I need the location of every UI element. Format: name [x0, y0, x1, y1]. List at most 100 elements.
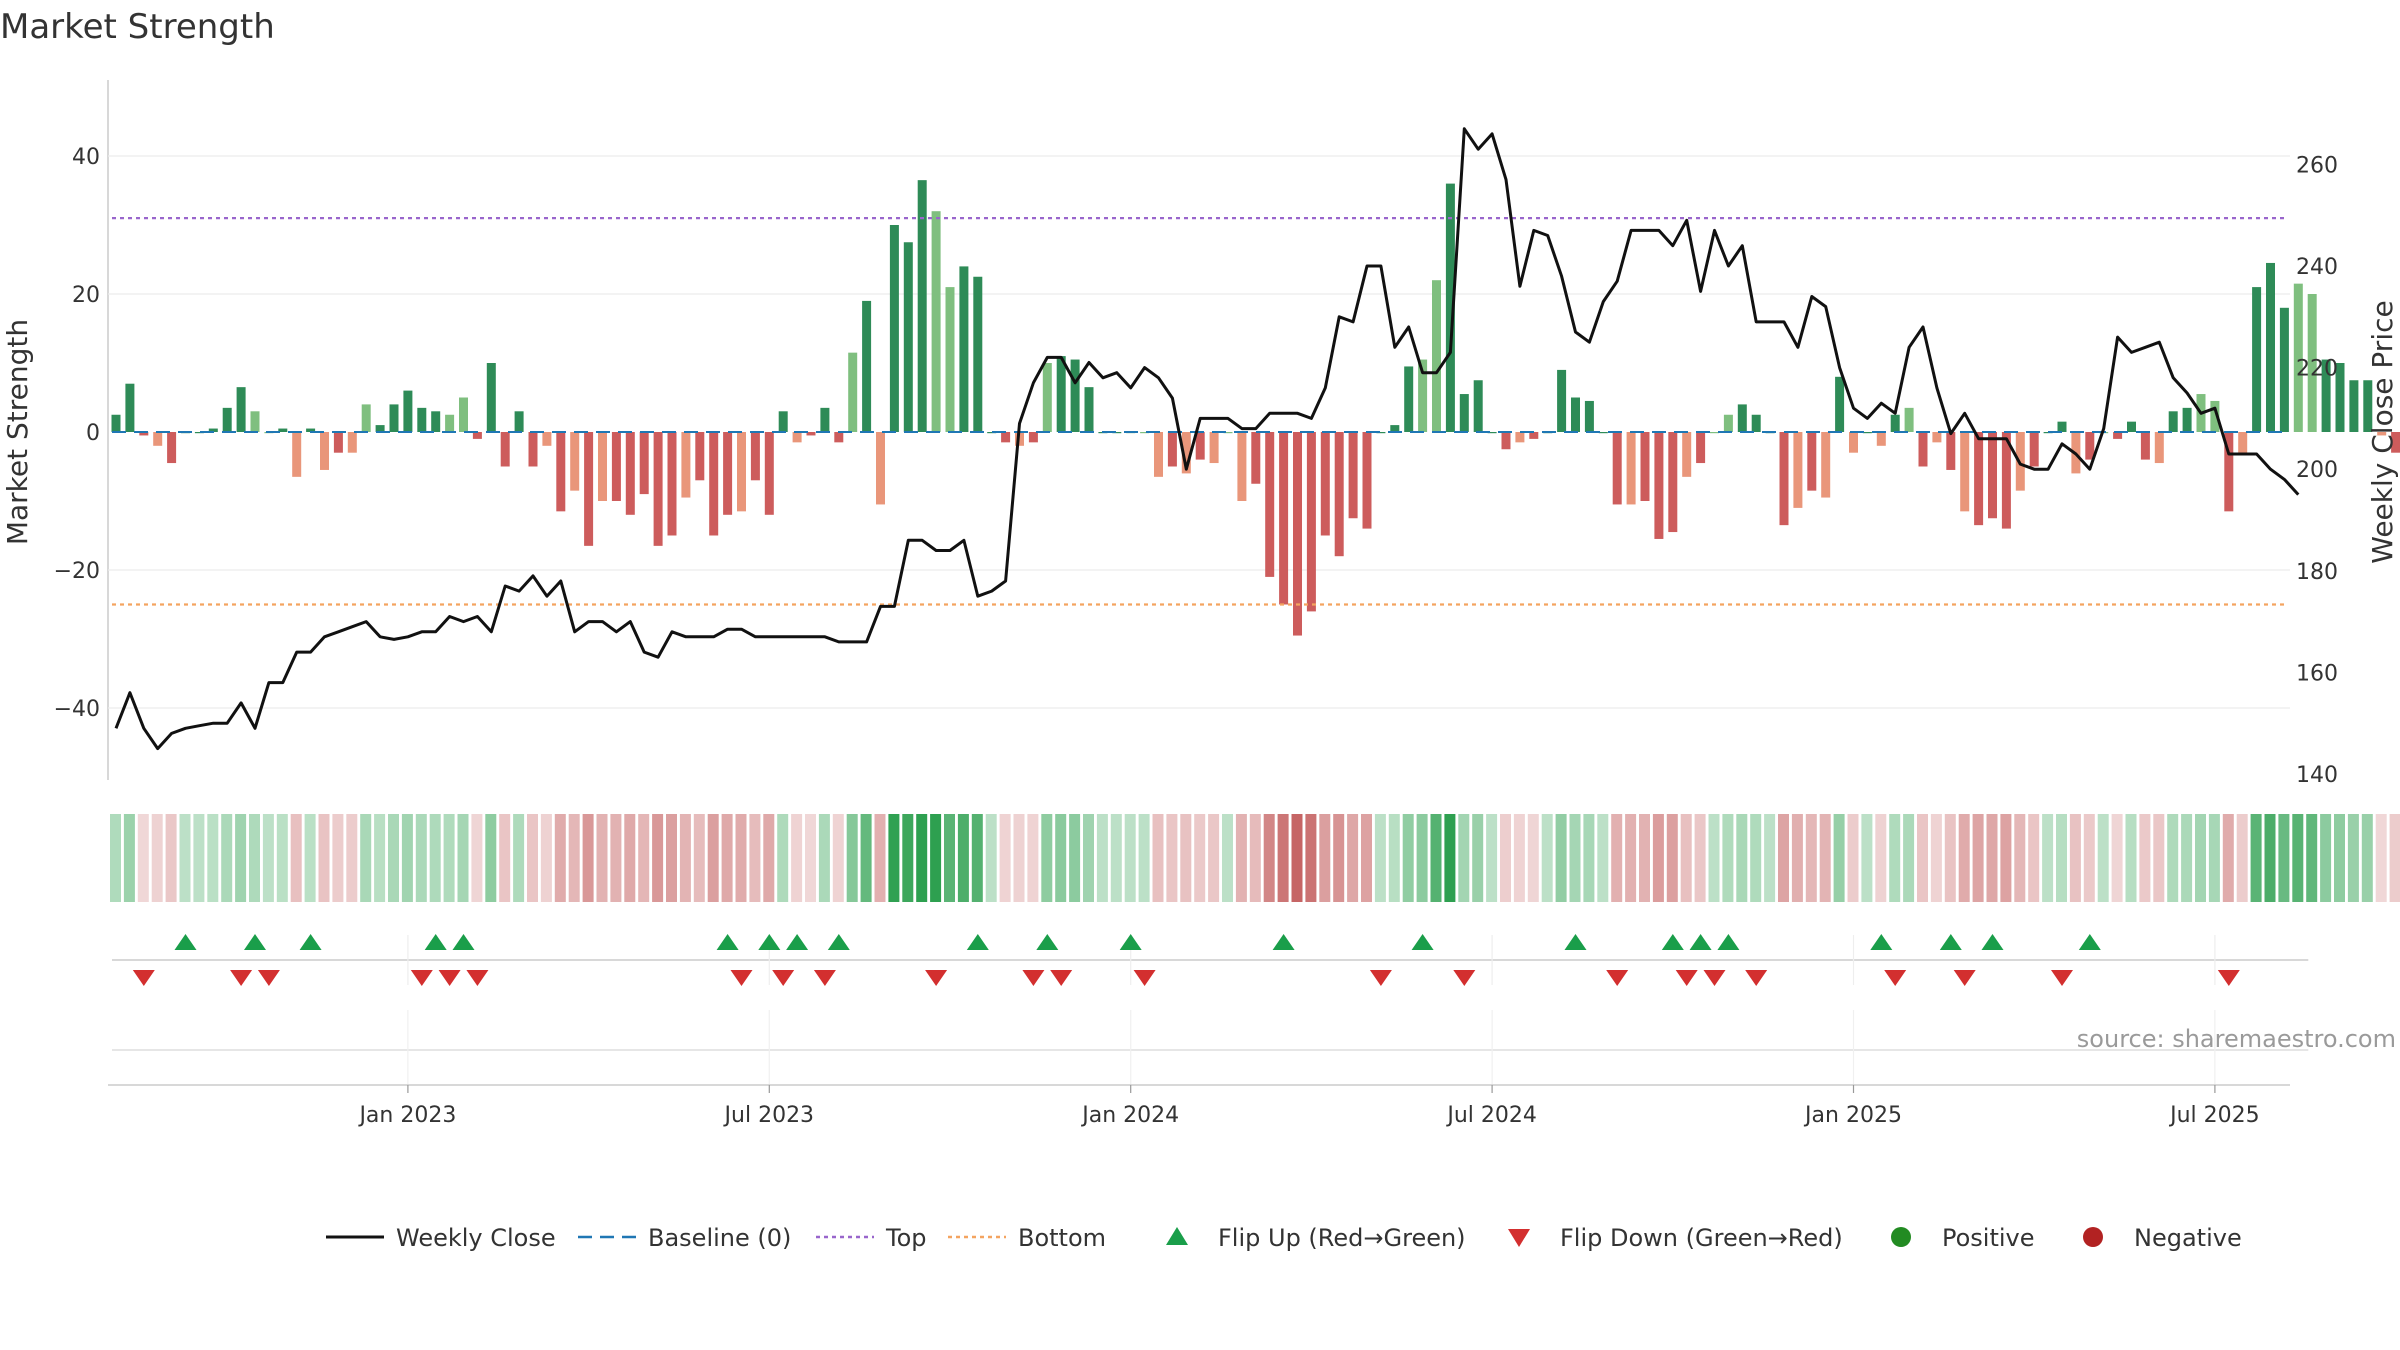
- strength-bar: [2238, 432, 2248, 453]
- strength-bar: [1042, 363, 1052, 432]
- strength-bar: [1376, 432, 1386, 434]
- heat-cell: [596, 814, 608, 902]
- strength-bar: [431, 411, 441, 432]
- x-tick-label: Jul 2023: [723, 1103, 815, 1128]
- right-tick-label: 200: [2296, 458, 2338, 483]
- flip-down-marker: [2051, 970, 2073, 986]
- flip-up-marker: [1689, 934, 1712, 950]
- flip-up-marker: [1981, 934, 2004, 950]
- strength-bar: [1334, 432, 1344, 557]
- strength-bar: [806, 432, 816, 436]
- heat-cell: [1875, 814, 1887, 902]
- heat-cell: [1944, 814, 1956, 902]
- strength-bar: [987, 432, 997, 434]
- strength-bar: [1598, 432, 1608, 434]
- flip-up-marker: [1717, 934, 1740, 950]
- heat-cell: [1388, 814, 1400, 902]
- flip-up-marker: [1939, 934, 1962, 950]
- heat-cell: [1569, 814, 1581, 902]
- heat-cell: [1277, 814, 1289, 902]
- heat-cell: [1333, 814, 1345, 902]
- heat-cell: [1416, 814, 1428, 902]
- flip-down-marker: [438, 970, 461, 986]
- strength-bar: [2085, 432, 2095, 460]
- heat-cell: [1861, 814, 1873, 902]
- strength-bar: [208, 428, 218, 432]
- heat-cell: [1736, 814, 1748, 902]
- flip-down-marker: [1050, 970, 1073, 986]
- strength-bar: [917, 180, 927, 432]
- chart-title: Market Strength: [0, 7, 275, 47]
- heat-cell: [999, 814, 1011, 902]
- flip-down-marker: [1022, 970, 1045, 986]
- heat-cell: [1541, 814, 1553, 902]
- legend-item: Bottom: [948, 1224, 1106, 1252]
- heat-cell: [2292, 814, 2304, 902]
- strength-bar: [681, 432, 691, 498]
- legend-label: Bottom: [1018, 1224, 1106, 1252]
- x-tick-label: Jul 2024: [1445, 1103, 1537, 1128]
- strength-bar: [695, 432, 705, 481]
- heat-cell: [207, 814, 219, 902]
- strength-bar: [1070, 359, 1080, 432]
- heat-cell: [249, 814, 260, 902]
- heat-cell: [1138, 814, 1150, 902]
- heat-cell: [1750, 814, 1762, 902]
- heat-cell: [137, 814, 149, 902]
- heat-cell: [944, 814, 955, 902]
- heat-cell: [1027, 814, 1039, 902]
- legend-label: Baseline (0): [648, 1224, 791, 1252]
- heat-cell: [930, 814, 942, 902]
- strength-bar: [320, 432, 329, 470]
- flip-up-marker: [827, 934, 850, 950]
- strength-bar: [1849, 432, 1858, 453]
- heat-cell: [1194, 814, 1206, 902]
- flip-up-marker: [966, 934, 989, 950]
- heat-cell: [2000, 814, 2012, 902]
- heat-cell: [1319, 814, 1331, 902]
- left-tick-label: 20: [72, 283, 100, 308]
- heat-cell: [1986, 814, 1998, 902]
- strength-bar: [1404, 366, 1414, 432]
- strength-bar: [1626, 432, 1636, 505]
- strength-bar: [1265, 432, 1275, 577]
- heat-cell: [1625, 814, 1637, 902]
- legend-item: Top: [816, 1224, 927, 1252]
- strength-bar: [375, 425, 385, 432]
- heat-cell: [2195, 814, 2206, 902]
- heat-cell: [735, 814, 747, 902]
- heat-cell: [2306, 814, 2318, 902]
- strength-bar: [361, 404, 371, 432]
- strength-bar: [1445, 183, 1455, 432]
- strength-bar: [1640, 432, 1650, 501]
- right-tick-label: 160: [2296, 661, 2338, 686]
- flip-down-marker: [772, 970, 795, 986]
- strength-bar: [973, 276, 983, 432]
- heat-cell: [666, 814, 677, 902]
- heat-cell: [1361, 814, 1372, 902]
- legend-item: Baseline (0): [578, 1224, 791, 1252]
- strength-bar: [2210, 400, 2220, 432]
- heat-cell: [1513, 814, 1525, 902]
- strength-bar: [1932, 432, 1942, 443]
- heat-cell: [2250, 814, 2262, 902]
- flip-down-marker: [1884, 970, 1907, 986]
- heat-cell: [540, 814, 552, 902]
- strength-bar: [1084, 387, 1094, 432]
- heat-cell: [2042, 814, 2054, 902]
- strength-bar: [723, 432, 733, 515]
- heat-cell: [860, 814, 872, 902]
- heat-cell: [693, 814, 705, 902]
- flip-up-marker: [452, 934, 475, 950]
- heat-cell: [1791, 814, 1803, 902]
- strength-bar: [931, 211, 941, 432]
- heat-cell: [443, 814, 455, 902]
- flip-up-marker: [1411, 934, 1434, 950]
- heat-cell: [1458, 814, 1470, 902]
- strength-bar: [1001, 432, 1011, 443]
- heat-cell: [1472, 814, 1484, 902]
- strength-bar: [278, 428, 288, 432]
- strength-bar: [445, 414, 455, 432]
- flip-down-marker: [1369, 970, 1392, 986]
- strength-bar: [862, 300, 872, 432]
